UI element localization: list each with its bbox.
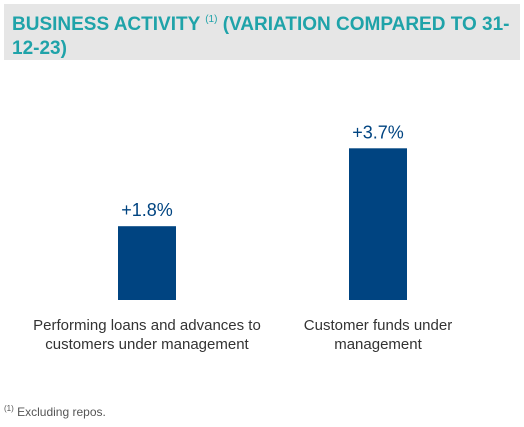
value-label-2: +3.7%	[352, 122, 404, 142]
footnote-marker: (1)	[4, 404, 14, 413]
bar-2	[349, 148, 407, 300]
header-band: BUSINESS ACTIVITY (1) (VARIATION COMPARE…	[4, 4, 520, 60]
title-footnote-marker: (1)	[205, 14, 218, 25]
page-title: BUSINESS ACTIVITY (1) (VARIATION COMPARE…	[12, 8, 512, 61]
bar-1	[118, 226, 176, 300]
title-sub: (VARIATION COMPARED TO 31-12-23)	[12, 14, 510, 59]
title-main: BUSINESS ACTIVITY	[12, 14, 200, 35]
category-label-2: Customer funds under management	[303, 317, 453, 353]
value-label-1: +1.8%	[121, 200, 173, 220]
footnote-text: Excluding repos.	[17, 405, 106, 419]
footnote: (1) Excluding repos.	[4, 404, 106, 419]
category-label-1: Performing loans and advances to custome…	[33, 317, 261, 353]
